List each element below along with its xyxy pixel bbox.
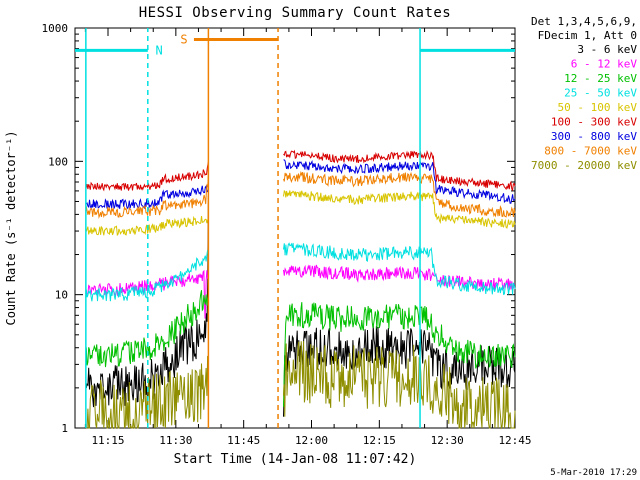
plot-timestamp: 5-Mar-2010 17:29 (550, 468, 637, 478)
legend-entry: 12 - 25 keV (564, 72, 637, 85)
series-line (283, 340, 516, 430)
plot-area: 11:15 11:30 11:45 12:00 12:15 12:30 12:45 1 10 10… (42, 22, 532, 447)
legend-entry: 100 - 300 keV (551, 116, 637, 129)
series-line (85, 215, 209, 237)
legend-entry: 300 - 800 keV (551, 130, 637, 143)
legend-entry: 3 - 6 keV (577, 43, 637, 56)
series-line (283, 159, 516, 204)
x-tick-label: 12:00 (295, 434, 328, 447)
legend-entry: 50 - 100 keV (558, 101, 638, 114)
x-axis-label: Start Time (14-Jan-08 11:07:42) (174, 452, 417, 467)
orbit-flag-label: N (155, 43, 162, 57)
series-line (283, 302, 516, 407)
legend-entry: 800 - 7000 keV (544, 145, 637, 158)
y-tick-label: 1000 (42, 22, 69, 35)
legend-detectors: Det 1,3,4,5,6,9, (531, 15, 637, 28)
y-axis-label: Count Rate (s⁻¹ detector⁻¹) (4, 130, 18, 325)
y-tick-label: 100 (48, 155, 68, 168)
y-tick-label: 10 (55, 289, 68, 302)
series-line (283, 189, 516, 229)
y-tick-label: 1 (61, 422, 68, 435)
series-line (85, 161, 209, 192)
plot-frame (74, 27, 516, 429)
series-line (283, 242, 516, 296)
x-tick-label: 12:45 (498, 434, 531, 447)
x-tick-label: 12:15 (363, 434, 396, 447)
x-tick-label: 12:30 (431, 434, 464, 447)
series-line (283, 149, 516, 192)
legend-entry: 6 - 12 keV (571, 58, 638, 71)
series-line (283, 170, 516, 218)
legend-decimation: FDecim 1, Att 0 (538, 29, 637, 42)
x-tick-label: 11:30 (159, 434, 192, 447)
series-line (283, 264, 516, 292)
x-tick-label: 11:15 (91, 434, 124, 447)
legend-entry: 25 - 50 keV (564, 87, 637, 100)
x-tick-label: 11:45 (227, 434, 260, 447)
orbit-flag-label: S (180, 32, 187, 46)
chart-title: HESSI Observing Summary Count Rates (139, 5, 452, 21)
legend-entry: 7000 - 20000 keV (531, 159, 637, 172)
